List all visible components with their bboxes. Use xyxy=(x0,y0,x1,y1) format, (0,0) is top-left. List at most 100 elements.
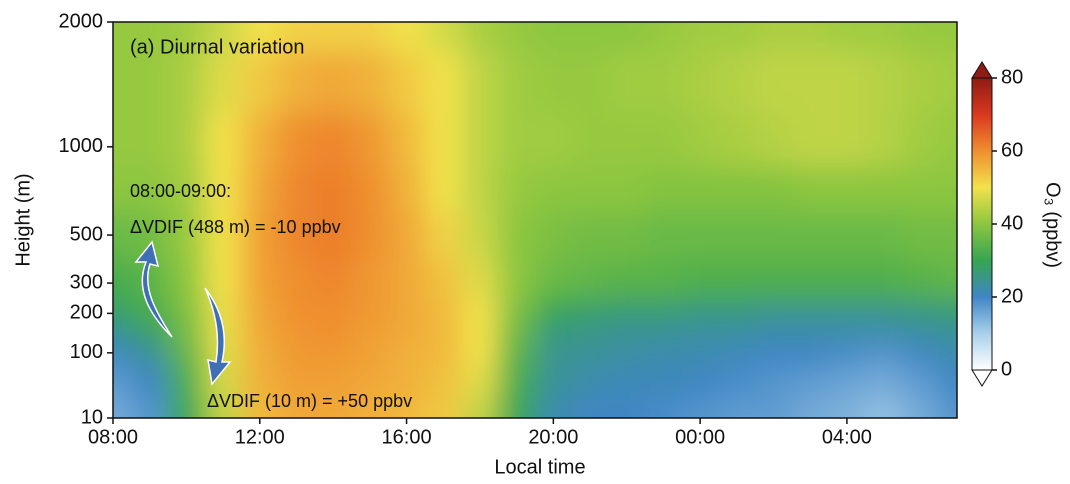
contour-cell xyxy=(645,166,683,212)
contour-cell xyxy=(351,322,389,343)
contour-cell xyxy=(241,112,279,168)
contour-cell xyxy=(351,50,389,114)
contour-cell xyxy=(828,298,866,323)
contour-cell xyxy=(113,22,132,52)
contour-cell xyxy=(278,366,316,400)
contour-cell xyxy=(608,399,646,418)
plot-frame xyxy=(112,21,958,419)
contour-cell xyxy=(461,211,499,260)
x-tick-label: 12:00 xyxy=(235,426,285,448)
contour-cell xyxy=(204,50,242,114)
contour-cell xyxy=(241,298,279,323)
contour-cell xyxy=(278,50,316,114)
contour-cell xyxy=(278,22,316,52)
contour-cell xyxy=(791,342,830,368)
contour-cell xyxy=(388,399,426,418)
contour-cell xyxy=(938,259,957,299)
contour-cell xyxy=(113,211,132,260)
contour-cell xyxy=(314,399,353,418)
contour-cell xyxy=(718,259,756,299)
contour-cell xyxy=(571,298,609,323)
contour-cell xyxy=(681,366,719,400)
contour-cell xyxy=(645,50,683,114)
contour-cell xyxy=(131,22,169,52)
colorbar-extend-min xyxy=(971,369,993,387)
arrow-down xyxy=(204,287,232,386)
contour-cell xyxy=(828,399,866,418)
contour-cell xyxy=(645,322,683,343)
contour-cell xyxy=(278,166,316,212)
contour-cell xyxy=(718,399,756,418)
contour-cell xyxy=(204,112,242,168)
contour-cell xyxy=(241,50,279,114)
contour-cell xyxy=(865,259,903,299)
contour-cell xyxy=(645,366,683,400)
x-tick-label: 04:00 xyxy=(822,426,872,448)
contour-cell xyxy=(645,298,683,323)
y-axis-label: Height (m) xyxy=(12,173,34,266)
contour-cell xyxy=(718,322,756,343)
contour-cell xyxy=(424,112,463,168)
contour-cell xyxy=(278,399,316,418)
colorbar-tick-label: 80 xyxy=(1001,66,1023,88)
contour-cell xyxy=(645,342,683,368)
annotation: 08:00-09:00: xyxy=(130,181,231,201)
contour-cell xyxy=(938,166,957,212)
contour-cell xyxy=(645,259,683,299)
contour-cell xyxy=(535,298,573,323)
contour-cell xyxy=(131,342,169,368)
contour-cell xyxy=(608,211,646,260)
contour-cell xyxy=(388,166,426,212)
contour-cell xyxy=(645,112,683,168)
contour-cell xyxy=(498,112,536,168)
contour-cell xyxy=(535,259,573,299)
contour-cell xyxy=(278,322,316,343)
contour-cell xyxy=(901,50,940,114)
contour-cell xyxy=(901,166,940,212)
contour-cell xyxy=(241,399,279,418)
contour-cell xyxy=(535,22,573,52)
contour-cell xyxy=(571,322,609,343)
contour-cell xyxy=(168,166,206,212)
contour-cell xyxy=(865,112,903,168)
contour-cell xyxy=(278,259,316,299)
contour-cell xyxy=(901,298,940,323)
contour-cell xyxy=(204,22,242,52)
contour-cell xyxy=(645,399,683,418)
contour-cell xyxy=(718,211,756,260)
x-tick-label: 08:00 xyxy=(88,426,138,448)
y-tick-label: 2000 xyxy=(59,10,104,32)
contour-cell xyxy=(718,50,756,114)
contour-cell xyxy=(681,50,719,114)
contour-cell xyxy=(938,298,957,323)
arrow-up xyxy=(134,240,173,338)
contour-cell xyxy=(278,298,316,323)
contour-cell xyxy=(571,112,609,168)
contour-cell xyxy=(571,399,609,418)
contour-cell xyxy=(681,298,719,323)
contour-cell xyxy=(351,112,389,168)
contour-cell xyxy=(113,342,132,368)
contour-cell xyxy=(168,322,206,343)
contour-cell xyxy=(865,166,903,212)
contour-cell xyxy=(755,366,793,400)
contour-cell xyxy=(241,366,279,400)
contour-cell xyxy=(718,166,756,212)
colorbar xyxy=(971,77,993,371)
contour-cell xyxy=(168,298,206,323)
contour-cell xyxy=(461,166,499,212)
contour-cell xyxy=(865,322,903,343)
contour-cell xyxy=(168,211,206,260)
contour-cell xyxy=(351,399,389,418)
contour-cell xyxy=(681,211,719,260)
contour-cell xyxy=(113,259,132,299)
contour-cell xyxy=(461,342,499,368)
contour-cell xyxy=(388,322,426,343)
contour-cell xyxy=(865,366,903,400)
colorbar-tick-label: 60 xyxy=(1001,139,1023,161)
contour-cell xyxy=(608,366,646,400)
contour-cell xyxy=(865,50,903,114)
contour-cell xyxy=(168,50,206,114)
contour-cell xyxy=(645,22,683,52)
